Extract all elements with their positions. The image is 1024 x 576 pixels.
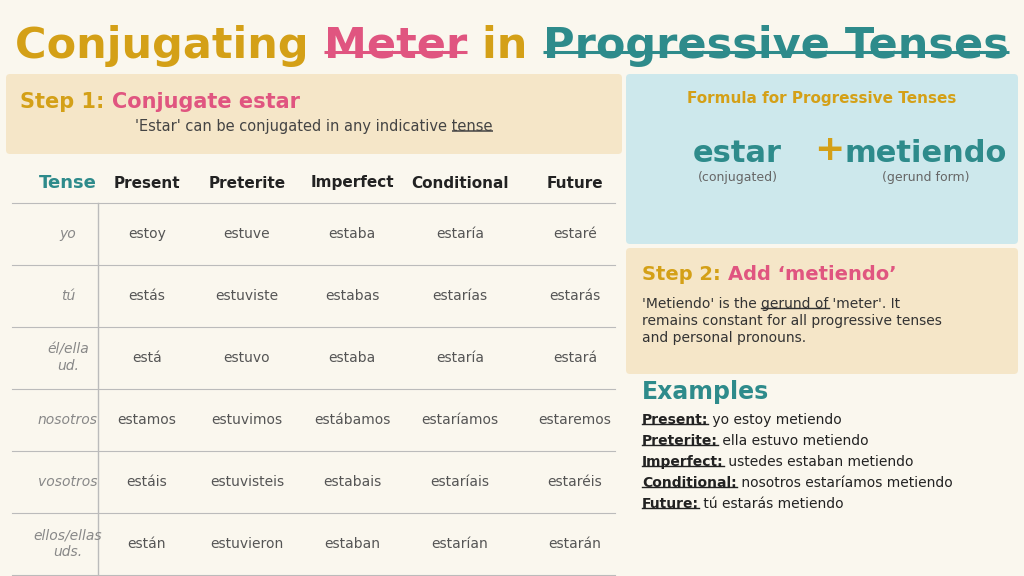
Text: estoy: estoy — [128, 227, 166, 241]
Text: Conditional:: Conditional: — [642, 476, 736, 490]
Text: estáis: estáis — [127, 475, 167, 489]
Text: +: + — [814, 133, 845, 167]
Text: estaba: estaba — [329, 227, 376, 241]
Text: and personal pronouns.: and personal pronouns. — [642, 331, 806, 345]
Text: Preterite:: Preterite: — [642, 434, 718, 448]
Text: nosotros: nosotros — [38, 413, 98, 427]
Text: Examples: Examples — [642, 380, 769, 404]
Text: Imperfect:: Imperfect: — [642, 455, 724, 469]
Text: estará: estará — [553, 351, 597, 365]
Text: yo: yo — [59, 227, 77, 241]
Text: ella estuvo metiendo: ella estuvo metiendo — [718, 434, 868, 448]
Text: Conjugating: Conjugating — [15, 25, 324, 67]
Text: estaría: estaría — [436, 227, 484, 241]
Text: estaríamos: estaríamos — [422, 413, 499, 427]
Text: estarán: estarán — [549, 537, 601, 551]
Text: estuvieron: estuvieron — [210, 537, 284, 551]
Text: estuviste: estuviste — [215, 289, 279, 303]
Text: ellos/ellas
uds.: ellos/ellas uds. — [34, 529, 102, 559]
Text: Future: Future — [547, 176, 603, 191]
Text: estaban: estaban — [324, 537, 380, 551]
FancyBboxPatch shape — [626, 248, 1018, 374]
Text: estaba: estaba — [329, 351, 376, 365]
Text: Imperfect: Imperfect — [310, 176, 394, 191]
Text: remains constant for all progressive tenses: remains constant for all progressive ten… — [642, 314, 942, 328]
Text: estaría: estaría — [436, 351, 484, 365]
Text: estarás: estarás — [549, 289, 601, 303]
Text: (gerund form): (gerund form) — [882, 172, 970, 184]
Text: Formula for Progressive Tenses: Formula for Progressive Tenses — [687, 90, 956, 105]
Text: estaréis: estaréis — [548, 475, 602, 489]
Text: está: está — [132, 351, 162, 365]
Text: metiendo: metiendo — [845, 138, 1007, 168]
Text: tú: tú — [60, 289, 75, 303]
Text: gerund of: gerund of — [761, 297, 828, 311]
Text: Conditional: Conditional — [412, 176, 509, 191]
Text: Step 1:: Step 1: — [20, 92, 112, 112]
Text: in: in — [467, 25, 543, 67]
Text: Step 2:: Step 2: — [642, 264, 727, 283]
Text: estaríais: estaríais — [430, 475, 489, 489]
Text: (conjugated): (conjugated) — [697, 172, 777, 184]
FancyBboxPatch shape — [6, 74, 622, 154]
Text: Present: Present — [114, 176, 180, 191]
Text: estabais: estabais — [323, 475, 381, 489]
Text: estuvo: estuvo — [223, 351, 270, 365]
Text: estabas: estabas — [325, 289, 379, 303]
Text: Present:: Present: — [642, 413, 709, 427]
Text: estábamos: estábamos — [313, 413, 390, 427]
Text: están: están — [128, 537, 166, 551]
Text: nosotros estaríamos metiendo: nosotros estaríamos metiendo — [736, 476, 952, 490]
Text: Progressive Tenses: Progressive Tenses — [543, 25, 1009, 67]
Text: 'meter'. It: 'meter'. It — [828, 297, 901, 311]
Text: Preterite: Preterite — [209, 176, 286, 191]
Text: estás: estás — [129, 289, 166, 303]
Text: Future:: Future: — [642, 497, 699, 511]
Text: Meter: Meter — [324, 25, 467, 67]
Text: estar: estar — [693, 138, 782, 168]
Text: Conjugate estar: Conjugate estar — [112, 92, 300, 112]
Text: yo estoy metiendo: yo estoy metiendo — [709, 413, 842, 427]
Text: estarían: estarían — [432, 537, 488, 551]
Text: estarías: estarías — [432, 289, 487, 303]
Text: estuvisteis: estuvisteis — [210, 475, 284, 489]
Text: él/ella
ud.: él/ella ud. — [47, 343, 89, 373]
Text: Tense: Tense — [39, 174, 97, 192]
FancyBboxPatch shape — [626, 74, 1018, 244]
Text: ustedes estaban metiendo: ustedes estaban metiendo — [724, 455, 913, 469]
Text: estaré: estaré — [553, 227, 597, 241]
Text: estamos: estamos — [118, 413, 176, 427]
Text: 'Estar' can be conjugated in any indicative tense: 'Estar' can be conjugated in any indicat… — [135, 119, 493, 135]
Text: estaremos: estaremos — [539, 413, 611, 427]
Text: 'Metiendo' is the: 'Metiendo' is the — [642, 297, 761, 311]
Text: estuve: estuve — [223, 227, 270, 241]
Text: Add ‘metiendo’: Add ‘metiendo’ — [727, 264, 896, 283]
Text: estuvimos: estuvimos — [211, 413, 283, 427]
Text: tú estarás metiendo: tú estarás metiendo — [699, 497, 844, 511]
Text: vosotros: vosotros — [38, 475, 97, 489]
